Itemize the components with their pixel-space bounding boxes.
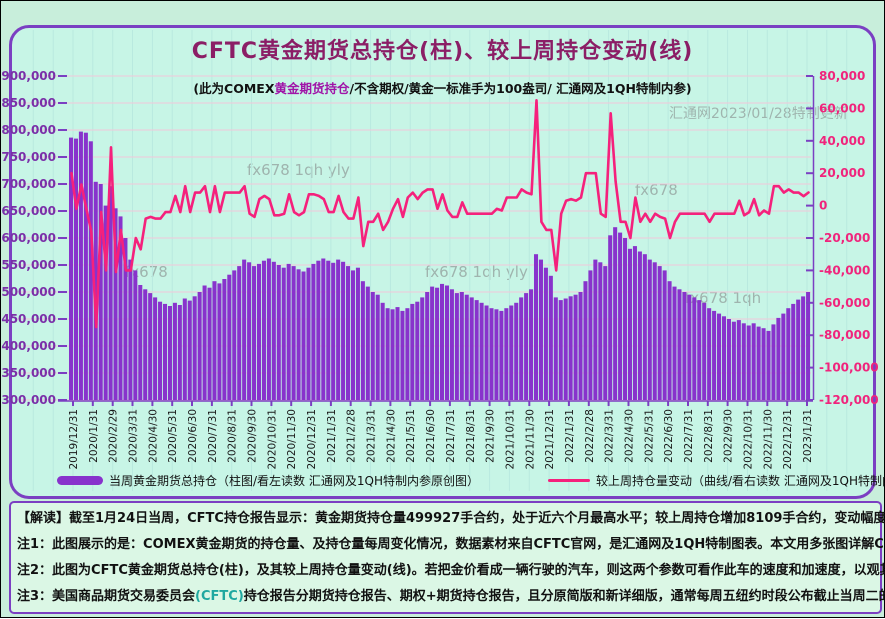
svg-text:2021/1/31: 2021/1/31 xyxy=(326,409,338,463)
svg-text:2020/10/31: 2020/10/31 xyxy=(266,409,278,470)
note-3: 注3：美国商品期货交易委员会(CFTC)持仓报告分期货持仓报告、期权+期货持仓报… xyxy=(17,584,885,610)
svg-text:800,000: 800,000 xyxy=(1,123,56,137)
svg-text:0: 0 xyxy=(819,199,827,213)
svg-text:2021/9/30: 2021/9/30 xyxy=(485,409,497,463)
svg-text:2021/7/31: 2021/7/31 xyxy=(445,409,457,463)
chart-panel xyxy=(9,25,876,499)
svg-text:2020/7/31: 2020/7/31 xyxy=(207,409,219,463)
watermark-fx678-4: fx678 xyxy=(635,181,678,199)
svg-text:350,000: 350,000 xyxy=(1,366,56,380)
svg-text:900,000: 900,000 xyxy=(1,69,56,83)
note-2: 注2：此图为CFTC黄金期货总持仓(柱)，及其较上周持仓量变动(线)。若把金价看… xyxy=(17,563,885,578)
chart-legend: 当周黄金期货总持仓（柱图/看左读数 汇通网及1QH特制内参原创图） 较上周持仓量… xyxy=(1,472,885,494)
svg-text:2019/12/31: 2019/12/31 xyxy=(68,409,80,470)
svg-text:2022/3/31: 2022/3/31 xyxy=(604,409,616,463)
svg-text:400,000: 400,000 xyxy=(1,339,56,353)
subtitle-prefix: (此为COMEX xyxy=(193,81,275,96)
svg-text:2021/10/31: 2021/10/31 xyxy=(504,409,516,470)
svg-text:550,000: 550,000 xyxy=(1,258,56,272)
right-axis: 80,000 60,000 40,000 20,000 0 -20,000 -40,000 -… xyxy=(806,69,879,407)
svg-text:600,000: 600,000 xyxy=(1,231,56,245)
watermark-fx678-5: fx678 1qh xyxy=(685,289,762,307)
subtitle-suffix: /不含期权/黄金一标准手为100盎司/ 汇通网及1QH特制内参) xyxy=(349,81,692,96)
svg-text:2020/11/30: 2020/11/30 xyxy=(286,409,298,470)
svg-text:2021/11/30: 2021/11/30 xyxy=(524,409,536,470)
watermark-update-stamp: 汇通网2023/01/28特制更新 xyxy=(669,106,848,122)
svg-text:2022/6/30: 2022/6/30 xyxy=(663,409,675,463)
svg-text:2020/3/31: 2020/3/31 xyxy=(128,409,140,463)
bar-series-swatch xyxy=(57,476,103,485)
svg-text:2020/8/31: 2020/8/31 xyxy=(227,409,239,463)
svg-text:2020/9/30: 2020/9/30 xyxy=(247,409,259,463)
svg-text:2020/5/31: 2020/5/31 xyxy=(167,409,179,463)
svg-text:60,000: 60,000 xyxy=(819,101,865,115)
svg-text:2022/4/30: 2022/4/30 xyxy=(624,409,636,463)
svg-text:2022/2/28: 2022/2/28 xyxy=(584,409,596,463)
svg-text:2022/11/30: 2022/11/30 xyxy=(762,409,774,470)
svg-text:2021/4/30: 2021/4/30 xyxy=(385,409,397,463)
svg-text:2022/10/31: 2022/10/31 xyxy=(743,409,755,470)
svg-text:450,000: 450,000 xyxy=(1,312,56,326)
svg-text:300,000: 300,000 xyxy=(1,393,56,407)
svg-text:2021/5/31: 2021/5/31 xyxy=(405,409,417,463)
legend-item-line: 较上周持仓量变动（曲线/看右读数 汇通网及1QH特制内参原创图） xyxy=(548,472,885,489)
svg-text:2021/6/30: 2021/6/30 xyxy=(425,409,437,463)
svg-text:40,000: 40,000 xyxy=(819,134,865,148)
svg-text:2020/12/31: 2020/12/31 xyxy=(306,409,318,470)
svg-text:2020/2/29: 2020/2/29 xyxy=(108,409,120,463)
svg-text:-20,000: -20,000 xyxy=(819,231,870,245)
watermark-fx678-1: fx678 1qh yly xyxy=(247,161,350,179)
svg-text:-40,000: -40,000 xyxy=(819,263,870,277)
svg-text:2022/1/31: 2022/1/31 xyxy=(564,409,576,463)
svg-text:2020/6/30: 2020/6/30 xyxy=(187,409,199,463)
note-3-prefix: 注3：美国商品期货交易委员会 xyxy=(17,589,196,604)
left-axis: 300,000 350,000 400,000 450,000 500,000 550,0… xyxy=(1,69,67,407)
svg-text:2021/3/31: 2021/3/31 xyxy=(366,409,378,463)
svg-text:20,000: 20,000 xyxy=(819,166,865,180)
chart-subtitle: (此为COMEX黄金期货持仓/不含期权/黄金一标准手为100盎司/ 汇通网及1Q… xyxy=(1,78,884,97)
subtitle-highlight: 黄金期货持仓 xyxy=(274,81,350,96)
svg-text:2022/5/31: 2022/5/31 xyxy=(643,409,655,463)
svg-text:2021/8/31: 2021/8/31 xyxy=(465,409,477,463)
chart-title: CFTC黄金期货总持仓(柱)、较上周持仓变动(线) xyxy=(191,39,694,64)
svg-text:700,000: 700,000 xyxy=(1,177,56,191)
svg-text:650,000: 650,000 xyxy=(1,204,56,218)
line-series-swatch xyxy=(548,479,590,482)
note-3-cftc: (CFTC) xyxy=(195,589,244,604)
legend-item-bars: 当周黄金期货总持仓（柱图/看左读数 汇通网及1QH特制内参原创图） xyxy=(57,472,479,489)
x-axis: 2019/12/31 2020/1/31 2020/2/29 2020/3/31 202… xyxy=(58,400,814,470)
svg-text:2022/8/31: 2022/8/31 xyxy=(703,409,715,463)
weekly-change-line xyxy=(70,99,810,329)
svg-text:-100,000: -100,000 xyxy=(819,361,879,375)
watermark-fx678-3: fx678 1qh yly xyxy=(425,263,528,281)
svg-text:-60,000: -60,000 xyxy=(819,296,870,310)
legend-label-bars: 当周黄金期货总持仓（柱图/看左读数 汇通网及1QH特制内参原创图） xyxy=(109,474,479,488)
note-3-suffix: 持仓报告分期货持仓报告、期权+期货持仓报告，且分原简版和新详细版，通常每周五纽约… xyxy=(243,589,885,604)
open-interest-bars xyxy=(69,131,811,401)
svg-text:2023/1/31: 2023/1/31 xyxy=(802,409,814,463)
svg-text:-120,000: -120,000 xyxy=(819,393,879,407)
svg-text:2022/7/31: 2022/7/31 xyxy=(683,409,695,463)
svg-text:2020/1/31: 2020/1/31 xyxy=(88,409,100,463)
notes-panel: 【解读】截至1月24日当周，CFTC持仓报告显示：黄金期货持仓量499927手合… xyxy=(9,501,885,614)
svg-text:2021/2/28: 2021/2/28 xyxy=(346,409,358,463)
svg-text:500,000: 500,000 xyxy=(1,285,56,299)
svg-text:750,000: 750,000 xyxy=(1,150,56,164)
svg-text:2022/12/31: 2022/12/31 xyxy=(782,409,794,470)
legend-label-line: 较上周持仓量变动（曲线/看右读数 汇通网及1QH特制内参原创图） xyxy=(596,474,885,488)
svg-text:2020/4/30: 2020/4/30 xyxy=(147,409,159,463)
svg-text:850,000: 850,000 xyxy=(1,96,56,110)
svg-text:80,000: 80,000 xyxy=(819,69,865,83)
svg-text:2022/9/30: 2022/9/30 xyxy=(723,409,735,463)
svg-text:-80,000: -80,000 xyxy=(819,328,870,342)
note-1: 注1：此图展示的是：COMEX黄金期货的持仓量、及持仓量每周变化情况，数据素材来… xyxy=(17,537,885,552)
svg-text:2021/12/31: 2021/12/31 xyxy=(544,409,556,470)
note-interpretation: 【解读】截至1月24日当周，CFTC持仓报告显示：黄金期货持仓量499927手合… xyxy=(17,511,885,526)
